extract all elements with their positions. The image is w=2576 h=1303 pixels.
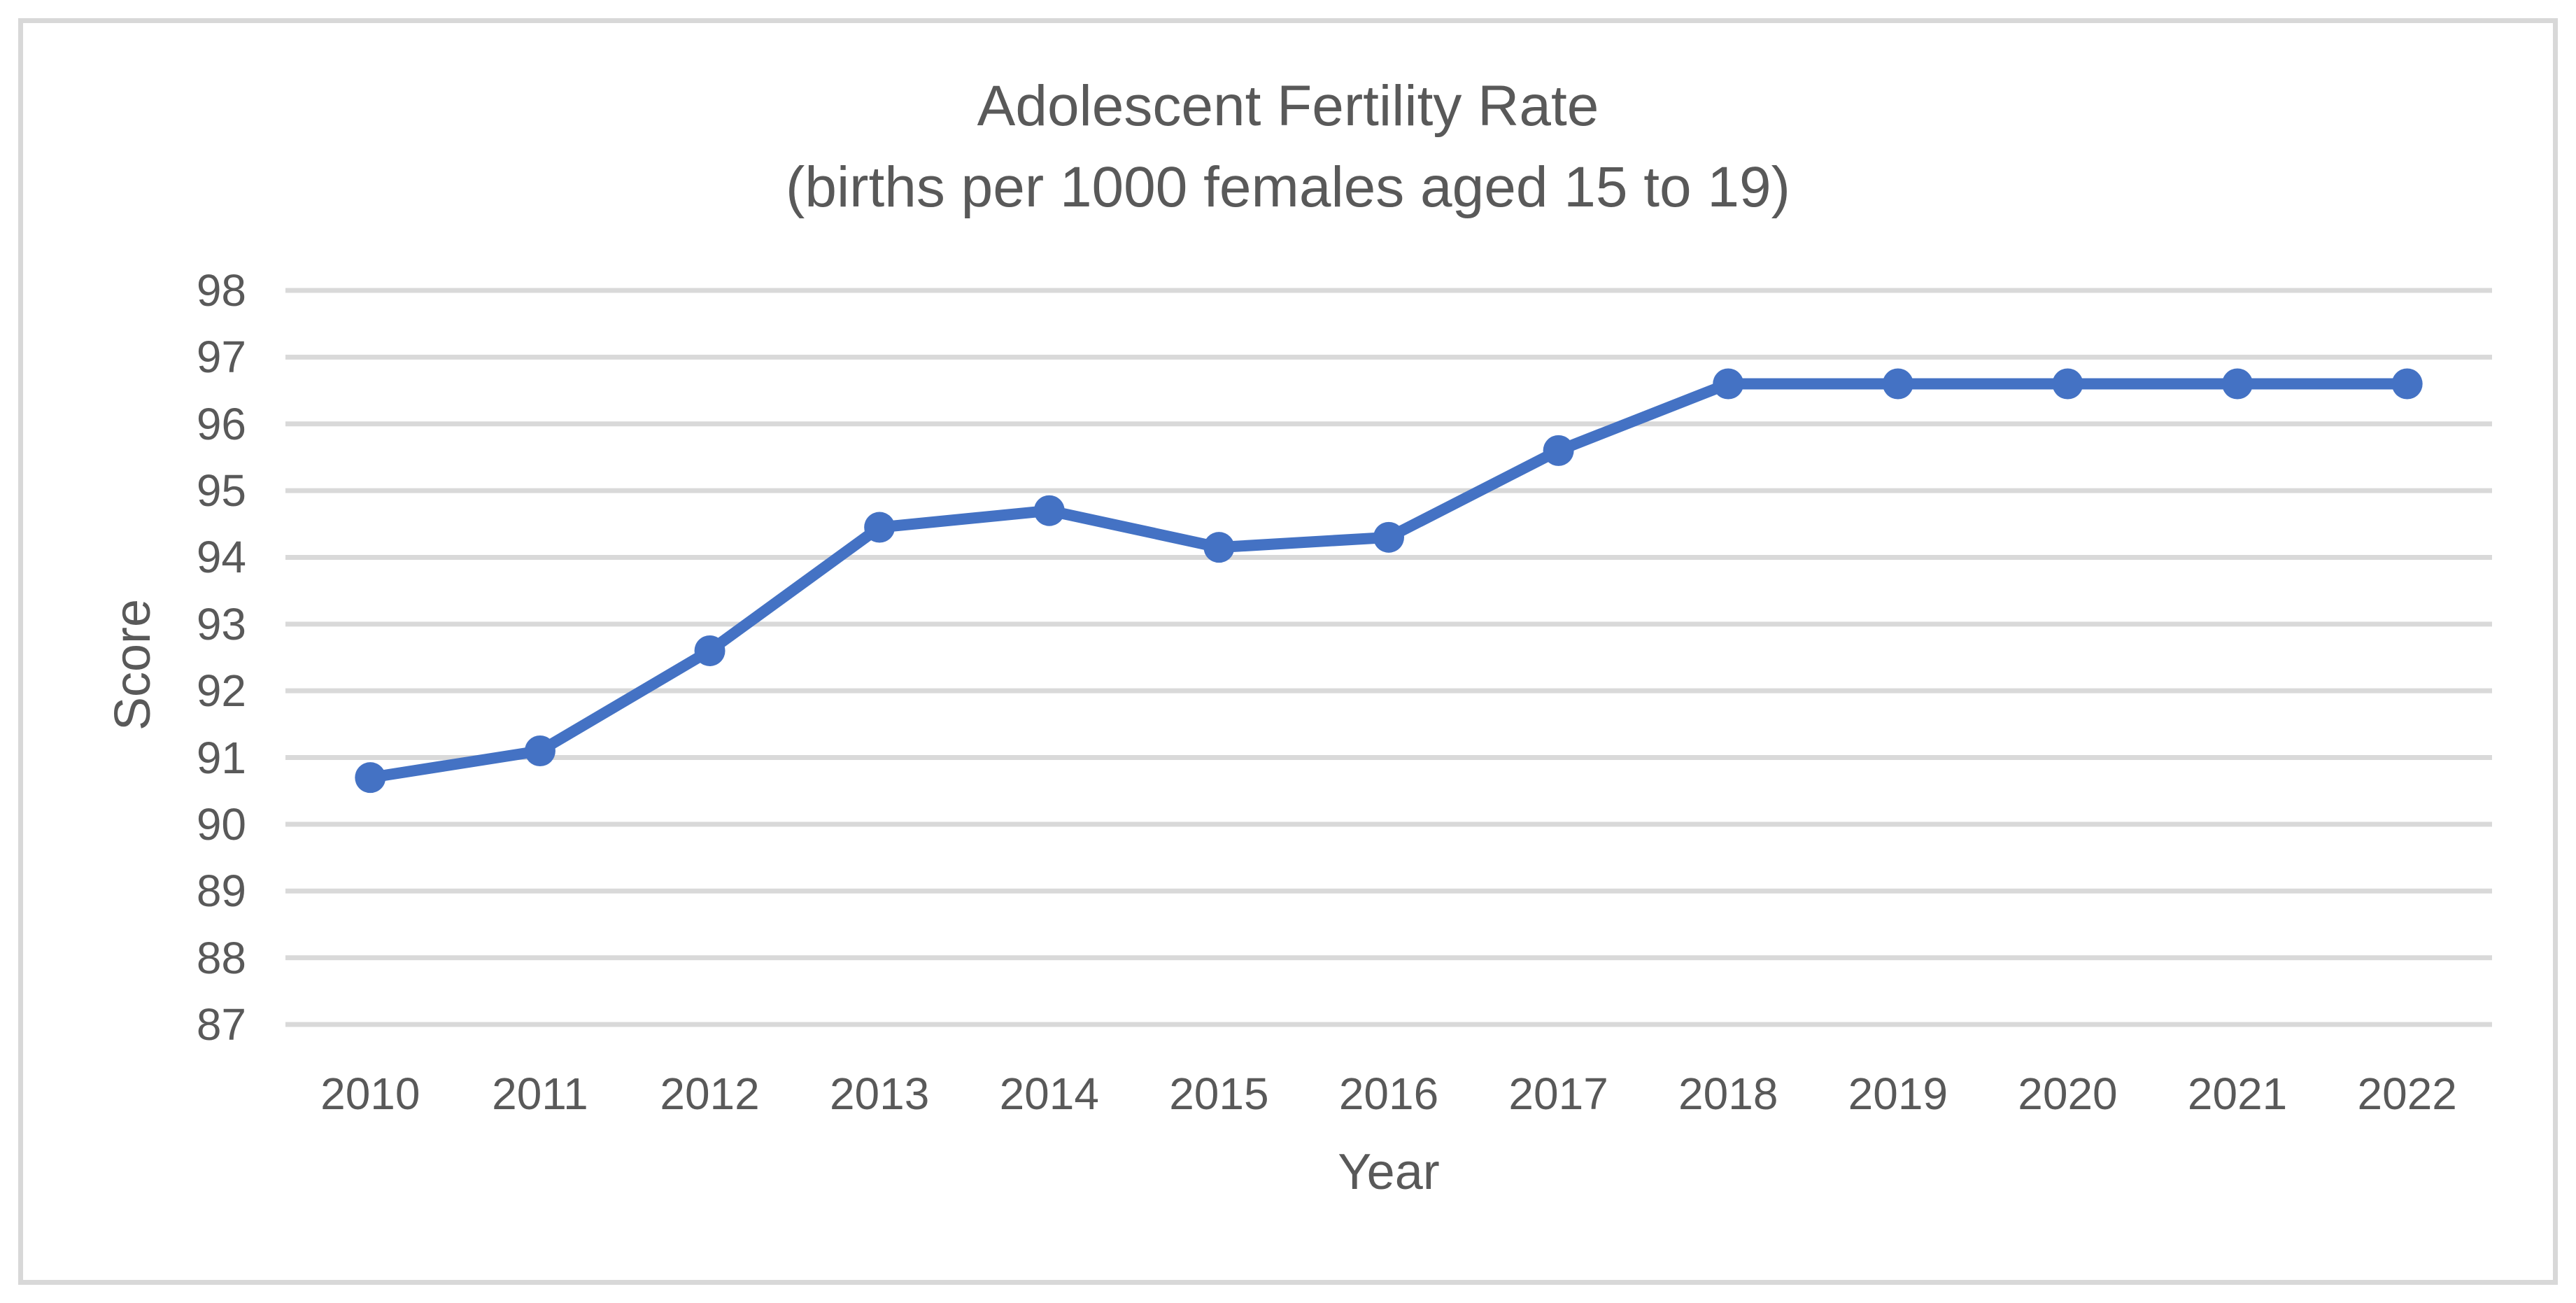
x-tick-label: 2018 <box>1678 1069 1778 1119</box>
y-tick-label: 89 <box>196 866 246 917</box>
y-tick-label: 92 <box>196 665 246 717</box>
y-tick-label: 93 <box>196 598 246 649</box>
y-tick-label: 87 <box>196 999 246 1050</box>
chart-frame <box>18 18 2558 1285</box>
y-tick-label: 91 <box>196 732 246 783</box>
data-point-marker <box>864 512 896 543</box>
data-point-marker <box>355 762 386 794</box>
data-series-line <box>365 378 2413 784</box>
x-tick-label: 2019 <box>1848 1069 1948 1119</box>
x-tick-label: 2021 <box>2187 1069 2288 1119</box>
x-tick-label: 2020 <box>2018 1069 2118 1119</box>
data-point-marker <box>1713 368 1744 400</box>
x-tick-label: 2017 <box>1508 1069 1608 1119</box>
data-point-marker <box>1203 532 1235 563</box>
x-tick-label: 2014 <box>999 1069 1099 1119</box>
y-tick-label: 94 <box>196 532 246 583</box>
x-tick-label: 2010 <box>320 1069 420 1119</box>
data-point-marker <box>1882 368 1913 400</box>
x-tick-label: 2016 <box>1338 1069 1439 1119</box>
y-tick-label: 97 <box>196 332 246 383</box>
x-tick-label: 2012 <box>660 1069 760 1119</box>
chart-title-block: Adolescent Fertility Rate (births per 10… <box>0 66 2576 228</box>
x-tick-label: 2013 <box>829 1069 930 1119</box>
x-tick-label: 2015 <box>1169 1069 1269 1119</box>
x-tick-label: 2022 <box>2357 1069 2457 1119</box>
x-axis-title: Year <box>1338 1144 1440 1200</box>
y-tick-label: 90 <box>196 798 246 850</box>
data-point-marker <box>524 735 555 767</box>
y-tick-label: 98 <box>196 265 246 316</box>
data-point-marker <box>1543 435 1574 466</box>
data-point-marker <box>694 635 726 666</box>
data-point-marker <box>2222 368 2253 400</box>
y-tick-label: 88 <box>196 932 246 983</box>
chart-subtitle: (births per 1000 females aged 15 to 19) <box>786 155 1790 219</box>
y-tick-label: 95 <box>196 465 246 516</box>
data-point-marker <box>2391 368 2423 400</box>
x-tick-label: 2011 <box>492 1069 588 1119</box>
chart-title: Adolescent Fertility Rate <box>977 74 1599 138</box>
data-point-marker <box>2052 368 2083 400</box>
data-point-marker <box>1373 521 1404 553</box>
data-point-marker <box>1033 495 1065 526</box>
y-tick-label: 96 <box>196 398 246 449</box>
